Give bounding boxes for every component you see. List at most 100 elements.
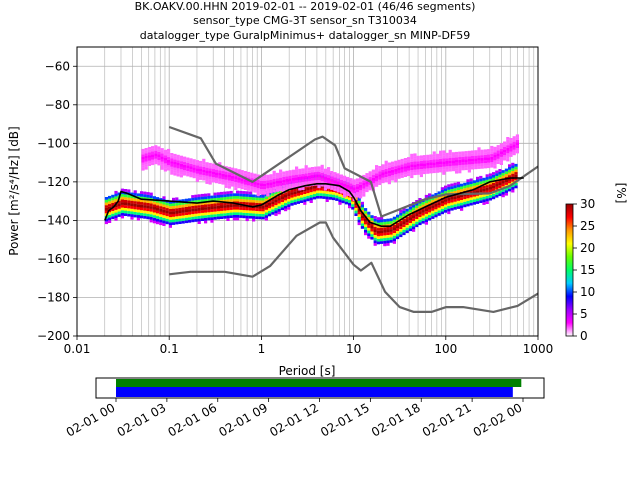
pdf-cell <box>170 158 174 162</box>
model-lines <box>104 125 539 313</box>
pdf-cell <box>264 215 268 218</box>
pdf-cell <box>407 173 411 177</box>
pdf-cell <box>346 187 350 191</box>
pdf-cell <box>365 189 369 193</box>
pdf-cell <box>509 154 513 157</box>
pdf-cell <box>464 161 468 165</box>
pdf-cell <box>458 165 462 168</box>
pdf-cell <box>213 192 217 196</box>
pdf-cell <box>396 228 400 231</box>
pdf-cell <box>120 215 124 219</box>
pdf-cell <box>423 171 427 175</box>
pdf-cell <box>239 196 243 200</box>
pdf-cell <box>360 207 364 210</box>
pdf-cell <box>365 175 369 179</box>
pdf-cell <box>285 176 289 179</box>
pdf-cell <box>508 167 512 170</box>
pdf-cell <box>435 156 439 160</box>
pdf-cell <box>482 180 486 184</box>
pdf-cell <box>176 154 180 158</box>
title-line-1: BK.OAKV.00.HHN 2019-02-01 -- 2019-02-01 … <box>135 0 476 13</box>
pdf-cell <box>418 214 422 217</box>
pdf-cell <box>140 215 144 219</box>
pdf-cell <box>336 173 340 177</box>
pdf-cell <box>492 185 496 189</box>
pdf-cell <box>392 232 396 236</box>
pdf-cell <box>416 172 420 175</box>
pdf-cell <box>215 169 219 173</box>
pdf-cell <box>474 150 478 153</box>
pdf-cell <box>357 214 361 217</box>
pdf-cell <box>207 204 211 207</box>
pdf-cell <box>154 153 158 157</box>
pdf-cell <box>197 210 201 214</box>
pdf-cell <box>277 198 281 201</box>
pdf-cell <box>277 211 281 215</box>
pdf-cell <box>490 162 494 165</box>
pdf-cell <box>280 199 284 202</box>
pdf-cell <box>512 136 516 139</box>
pdf-cell <box>476 182 480 185</box>
pdf-cell <box>387 178 391 182</box>
pdf-cell <box>199 177 203 180</box>
pdf-cell <box>178 221 182 224</box>
pdf-cell <box>485 177 489 180</box>
pdf-cell <box>426 162 430 166</box>
pdf-cell <box>354 197 358 200</box>
pdf-cell <box>376 225 380 229</box>
pdf-cell <box>362 188 366 192</box>
pdf-cell <box>316 190 320 194</box>
pdf-cell <box>402 213 406 217</box>
pdf-cell <box>501 170 505 173</box>
pdf-cell <box>140 199 144 203</box>
pdf-cell <box>403 174 407 177</box>
pdf-cell <box>476 195 480 199</box>
pdf-cell <box>495 186 499 190</box>
pdf-cell <box>186 170 190 174</box>
pdf-cell <box>114 209 118 213</box>
pdf-cell <box>309 189 313 193</box>
pdf-cell <box>499 146 503 149</box>
pdf-cell <box>120 207 124 211</box>
pdf-cell <box>154 158 158 162</box>
pdf-cell <box>162 209 166 213</box>
pdf-cell <box>108 217 112 221</box>
pdf-cell <box>386 218 390 222</box>
pdf-cell <box>509 138 513 141</box>
pdf-cell <box>514 174 518 178</box>
pdf-cell <box>482 188 486 192</box>
pdf-cell <box>378 182 382 185</box>
pdf-cell <box>274 202 278 206</box>
pdf-cell <box>320 167 324 171</box>
pdf-cell <box>405 222 409 225</box>
pdf-cell <box>477 160 481 164</box>
pdf-cell <box>295 171 299 175</box>
pdf-cell <box>415 216 419 219</box>
pdf-cell <box>476 190 480 194</box>
y-axis-ticks: −60−80−100−120−140−160−180−200 <box>37 59 77 343</box>
pdf-cell <box>487 157 491 160</box>
pdf-cell <box>168 211 172 215</box>
pdf-cell <box>378 174 382 177</box>
pdf-cell <box>397 167 401 171</box>
pdf-cell <box>243 179 247 182</box>
pdf-cell <box>501 172 505 176</box>
pdf-cell <box>421 201 425 205</box>
pdf-cell <box>426 168 430 172</box>
pdf-cell <box>282 176 286 180</box>
pdf-cell <box>456 198 460 201</box>
pdf-cell <box>291 180 295 184</box>
pdf-cell <box>261 216 265 220</box>
pdf-cell <box>256 185 260 189</box>
pdf-cell <box>240 178 244 181</box>
colorbar-tick-label: 25 <box>580 219 595 233</box>
pdf-cell <box>162 204 166 208</box>
pdf-cell <box>211 179 215 183</box>
pdf-cell <box>456 187 460 190</box>
pdf-cell <box>450 186 454 189</box>
pdf-cell <box>245 199 249 203</box>
pdf-cell <box>492 188 496 192</box>
pdf-cell <box>437 196 441 200</box>
pdf-cell <box>147 163 151 166</box>
pdf-cell <box>226 199 230 203</box>
